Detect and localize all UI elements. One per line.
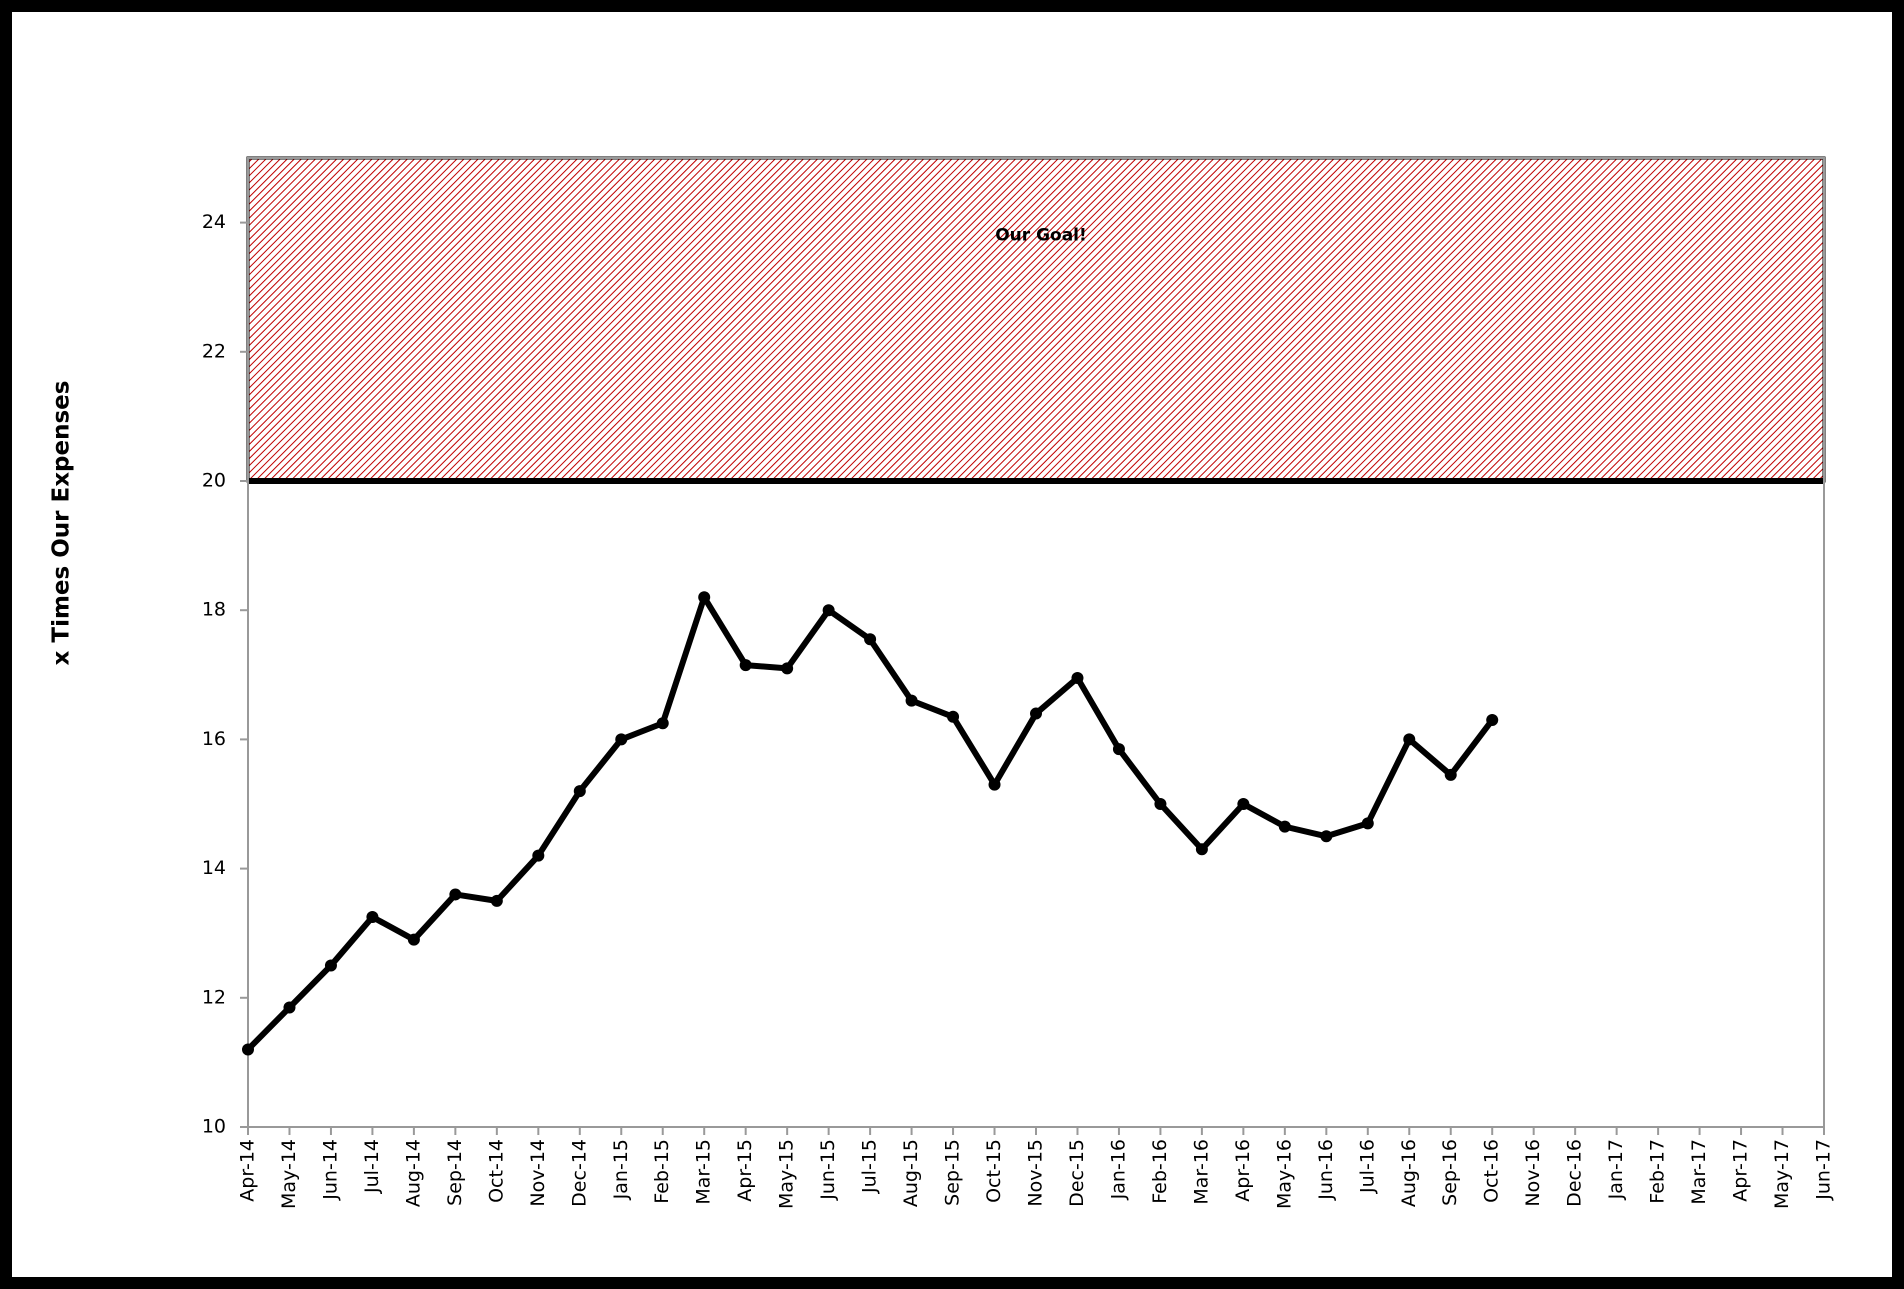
- data-point: [1361, 817, 1374, 830]
- data-point: [988, 778, 1001, 791]
- y-tick-label: 10: [202, 1116, 226, 1138]
- x-tick-label: Jan-16: [1107, 1139, 1129, 1200]
- y-tick-label: 22: [202, 340, 226, 362]
- data-point: [822, 604, 835, 617]
- data-line: [245, 594, 1495, 1052]
- y-tick-label: 14: [202, 857, 226, 879]
- x-tick-label: Sep-15: [942, 1139, 964, 1206]
- x-tick-label: Apr-14: [237, 1139, 259, 1202]
- data-point: [656, 717, 669, 730]
- x-tick-label: May-14: [278, 1139, 300, 1209]
- x-tick-label: Jun-17: [1813, 1139, 1835, 1201]
- x-tick-label: Dec-14: [568, 1139, 590, 1207]
- x-tick-label: Jul-16: [1356, 1139, 1378, 1194]
- y-tick-label: 20: [202, 470, 226, 492]
- data-point: [1030, 707, 1042, 720]
- x-tick-label: Oct-16: [1481, 1139, 1503, 1203]
- data-point: [1112, 743, 1125, 756]
- x-tick-label: Mar-15: [693, 1139, 715, 1205]
- x-tick-label: Jan-15: [610, 1139, 632, 1200]
- data-point: [905, 694, 918, 707]
- x-tick-label: Mar-16: [1190, 1139, 1212, 1205]
- data-point: [698, 591, 711, 604]
- data-point: [1154, 798, 1167, 810]
- x-tick-label: Feb-16: [1149, 1139, 1171, 1204]
- x-tick-label: Oct-14: [485, 1139, 507, 1203]
- x-tick-label: Apr-15: [734, 1139, 756, 1202]
- x-tick-label: Feb-17: [1647, 1139, 1669, 1204]
- x-tick-label: Jun-14: [319, 1139, 341, 1201]
- x-tick-label: Dec-16: [1564, 1139, 1586, 1207]
- x-tick-label: Jan-17: [1605, 1139, 1627, 1200]
- x-tick-label: Sep-16: [1439, 1139, 1461, 1206]
- x-tick-label: May-16: [1273, 1139, 1295, 1209]
- y-tick-label: 12: [202, 986, 226, 1008]
- x-tick-label: Feb-15: [651, 1139, 673, 1204]
- goal-label: Our Goal!: [995, 226, 1087, 246]
- data-point: [242, 1043, 254, 1056]
- data-point: [947, 710, 960, 723]
- y-tick-label: 16: [202, 728, 226, 750]
- data-point: [1278, 820, 1291, 833]
- x-tick-label: May-17: [1771, 1139, 1793, 1209]
- data-point: [1444, 768, 1457, 781]
- x-tick-label: Nov-16: [1522, 1139, 1544, 1207]
- data-point: [1195, 843, 1208, 856]
- x-tick-label: Oct-15: [983, 1139, 1005, 1203]
- x-tick-label: Jul-14: [361, 1139, 383, 1194]
- x-tick-label: May-15: [776, 1139, 798, 1209]
- data-point: [781, 662, 794, 675]
- x-tick-label: Mar-17: [1688, 1139, 1710, 1205]
- x-tick-label: Nov-14: [527, 1139, 549, 1207]
- data-point: [490, 894, 503, 907]
- data-point: [1486, 714, 1499, 727]
- x-tick-label: Dec-15: [1066, 1139, 1088, 1207]
- x-tick-label: Apr-17: [1730, 1139, 1752, 1202]
- y-tick-label: 18: [202, 599, 226, 621]
- x-tick-label: Aug-16: [1398, 1139, 1420, 1207]
- data-point: [449, 888, 462, 901]
- x-tick-label: Aug-14: [402, 1139, 424, 1207]
- data-point: [573, 785, 586, 798]
- x-tick-label: Nov-15: [1025, 1139, 1047, 1207]
- x-tick-label: Jul-15: [859, 1139, 881, 1194]
- data-point: [366, 911, 379, 924]
- x-tick-label: Apr-16: [1232, 1139, 1254, 1202]
- data-point: [615, 733, 628, 746]
- data-point: [864, 633, 877, 646]
- data-point: [1320, 830, 1333, 843]
- data-point: [739, 659, 752, 672]
- y-tick-label: 24: [202, 211, 226, 233]
- x-tick-label: Sep-14: [444, 1139, 466, 1206]
- data-point: [1071, 672, 1084, 685]
- data-point: [1403, 733, 1416, 746]
- data-point: [532, 849, 545, 862]
- data-point: [407, 933, 420, 946]
- x-tick-label: Jun-16: [1315, 1139, 1337, 1201]
- x-tick-label: Aug-15: [900, 1139, 922, 1207]
- data-point: [283, 1001, 296, 1014]
- data-point: [1237, 798, 1250, 810]
- y-axis-label: x Times Our Expenses: [49, 381, 75, 666]
- goal-band: [246, 156, 1826, 483]
- x-tick-label: Jun-15: [817, 1139, 839, 1201]
- data-point: [324, 959, 337, 972]
